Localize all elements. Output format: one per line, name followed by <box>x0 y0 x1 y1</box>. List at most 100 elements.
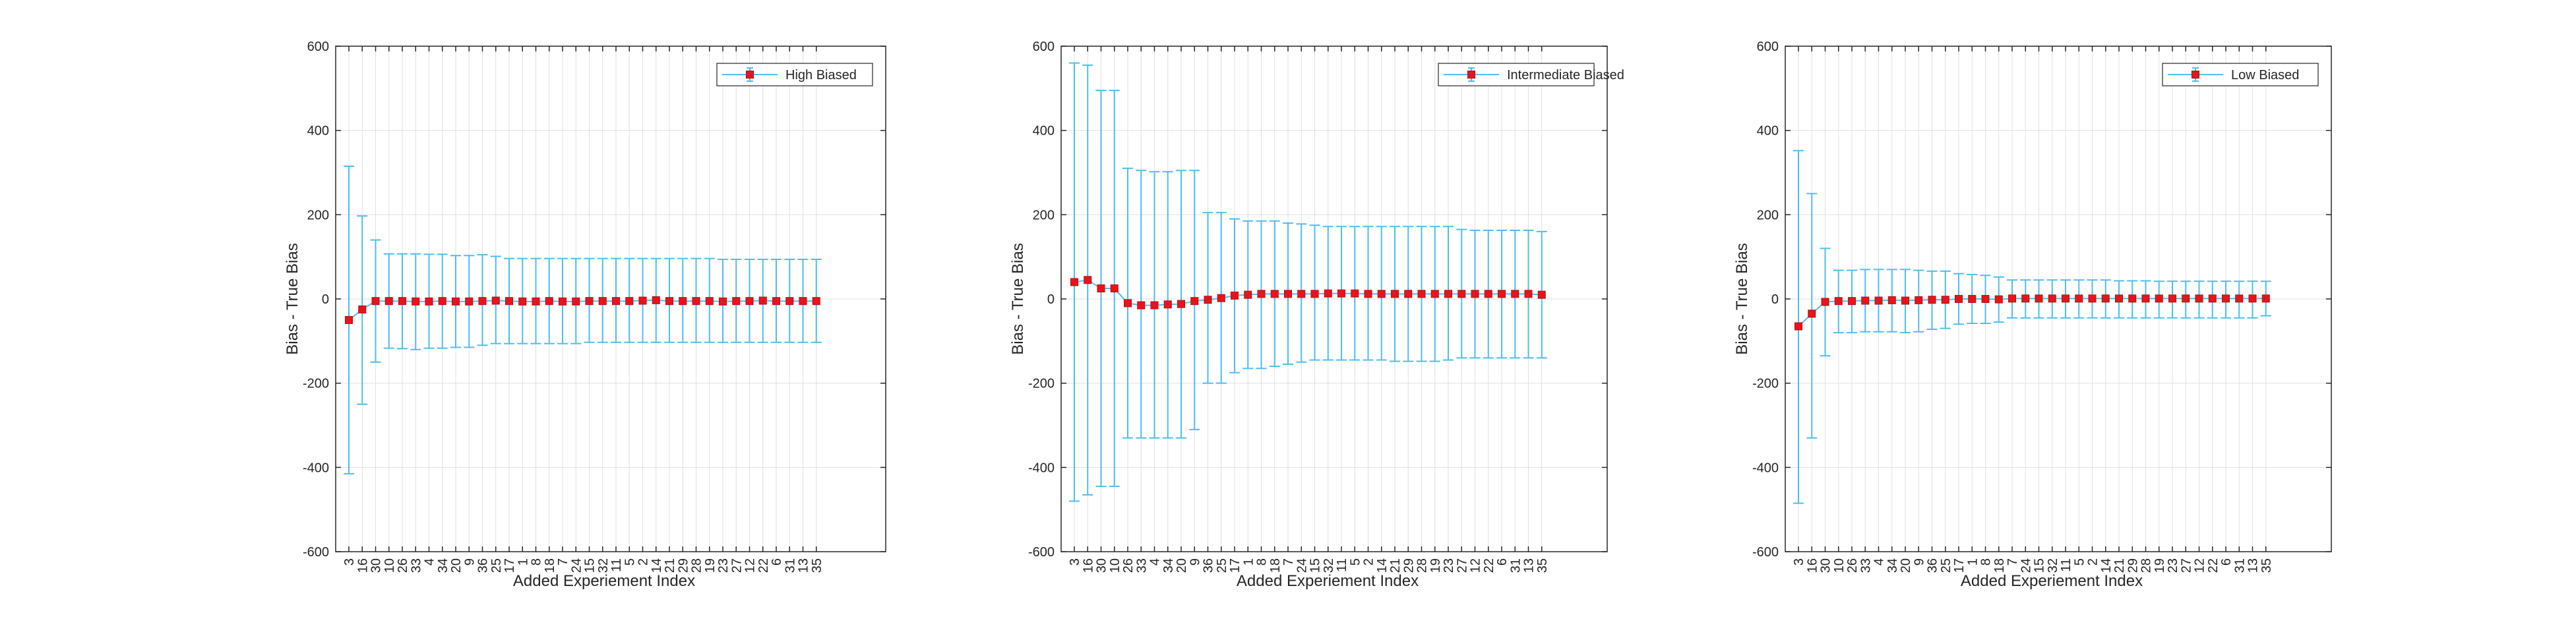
data-point <box>785 297 794 306</box>
data-point <box>665 297 673 306</box>
x-tick-label: 16 <box>1805 558 1820 573</box>
data-point <box>1137 301 1146 310</box>
data-point <box>1150 301 1159 310</box>
data-point <box>2182 294 2190 303</box>
x-tick-label: 23 <box>2166 558 2180 573</box>
x-tick-label: 26 <box>1845 558 1860 573</box>
legend: High Biased <box>716 63 873 86</box>
data-point <box>1391 290 1399 298</box>
x-tick-label: 28 <box>1415 558 1430 573</box>
x-tick-label: 24 <box>569 558 584 573</box>
data-point <box>491 296 500 305</box>
data-point <box>1163 300 1172 309</box>
data-point <box>1821 298 1829 306</box>
x-tick-label: 21 <box>1388 558 1403 573</box>
x-tick-label: 8 <box>1979 558 1994 566</box>
x-tick-label: 11 <box>2059 558 2073 572</box>
x-tick-label: 24 <box>1295 558 1309 573</box>
data-point <box>2062 294 2070 303</box>
x-tick-label: 20 <box>1175 558 1189 573</box>
x-tick-label: 14 <box>2099 558 2114 573</box>
x-tick-label: 25 <box>1939 558 1953 573</box>
data-point <box>1337 289 1345 298</box>
x-tick-label: 12 <box>1469 558 1483 573</box>
x-tick-label: 8 <box>1255 558 1270 566</box>
x-tick-label: 29 <box>676 558 690 573</box>
x-tick-label: 3 <box>1792 558 1806 566</box>
x-tick-label: 20 <box>449 558 464 573</box>
data-point <box>1498 290 1506 298</box>
data-point <box>705 297 714 306</box>
data-point <box>452 297 460 306</box>
x-tick-label: 10 <box>1108 558 1122 573</box>
x-tick-label: 10 <box>1832 558 1847 573</box>
x-tick-label: 6 <box>1495 558 1510 566</box>
x-tick-label: 34 <box>436 558 450 573</box>
x-tick-label: 1 <box>516 558 530 566</box>
x-tick-label: 20 <box>1899 558 1913 573</box>
legend: Intermediate Biased <box>1438 63 1624 86</box>
data-point <box>1084 276 1092 284</box>
data-point <box>1484 290 1492 298</box>
x-tick-label: 9 <box>1912 558 1926 566</box>
x-tick-label: 30 <box>1819 558 1833 573</box>
data-point <box>598 297 607 306</box>
data-point <box>1915 296 1923 304</box>
data-point <box>1324 289 1332 298</box>
data-point <box>2021 294 2030 303</box>
data-point <box>1537 290 1546 299</box>
x-tick-label: 27 <box>729 558 744 573</box>
legend-swatch-marker <box>2192 71 2199 79</box>
data-point <box>532 297 540 306</box>
x-tick-label: 1 <box>1241 558 1256 566</box>
x-tick-label: 11 <box>1335 558 1349 572</box>
data-point <box>745 297 754 306</box>
x-tick-label: 1 <box>1965 558 1980 566</box>
x-tick-label: 31 <box>2232 558 2247 573</box>
data-point <box>625 297 634 306</box>
data-point <box>559 297 567 306</box>
data-point <box>1177 300 1185 308</box>
x-tick-label: 18 <box>543 558 557 573</box>
legend-label: Low Biased <box>2231 68 2299 82</box>
y-tick-label: -600 <box>303 545 329 560</box>
x-tick-label: 35 <box>2259 558 2274 573</box>
data-point <box>1430 290 1439 298</box>
data-point <box>518 297 527 306</box>
data-point <box>1217 294 1225 302</box>
x-tick-label: 29 <box>2126 558 2140 573</box>
data-point <box>1297 290 1306 298</box>
data-point <box>2008 294 2016 303</box>
data-point <box>1994 295 2003 304</box>
x-tick-label: 13 <box>2246 558 2261 573</box>
data-point <box>1110 284 1119 293</box>
x-tick-label: 2 <box>2086 558 2101 566</box>
data-point <box>1231 291 1239 300</box>
data-point <box>2075 294 2083 303</box>
y-tick-label: 600 <box>1033 40 1055 54</box>
data-point <box>2088 294 2097 303</box>
x-tick-label: 5 <box>623 558 637 566</box>
x-tick-label: 28 <box>690 558 704 573</box>
data-point <box>371 297 380 306</box>
y-tick-label: -200 <box>303 377 329 391</box>
data-point <box>1444 290 1452 298</box>
x-tick-label: 32 <box>1322 558 1336 573</box>
x-tick-label: 17 <box>1228 558 1242 573</box>
x-tick-label: 15 <box>583 558 598 573</box>
x-tick-label: 19 <box>703 558 718 573</box>
data-point <box>1861 296 1870 305</box>
x-tick-label: 36 <box>476 558 491 573</box>
x-tick-label: 28 <box>2139 558 2154 573</box>
y-tick-label: 600 <box>307 40 329 54</box>
x-tick-label: 33 <box>409 558 423 573</box>
x-tick-label: 30 <box>1095 558 1109 573</box>
x-tick-label: 9 <box>1188 558 1202 566</box>
x-tick-label: 36 <box>1926 558 1940 573</box>
y-tick-label: -400 <box>1752 461 1779 475</box>
data-point <box>478 297 487 306</box>
x-tick-label: 22 <box>2206 558 2221 573</box>
y-axis-label: Bias - True Bias <box>1733 243 1751 354</box>
x-tick-label: 32 <box>2046 558 2060 573</box>
y-tick-label: 0 <box>1771 292 1779 307</box>
